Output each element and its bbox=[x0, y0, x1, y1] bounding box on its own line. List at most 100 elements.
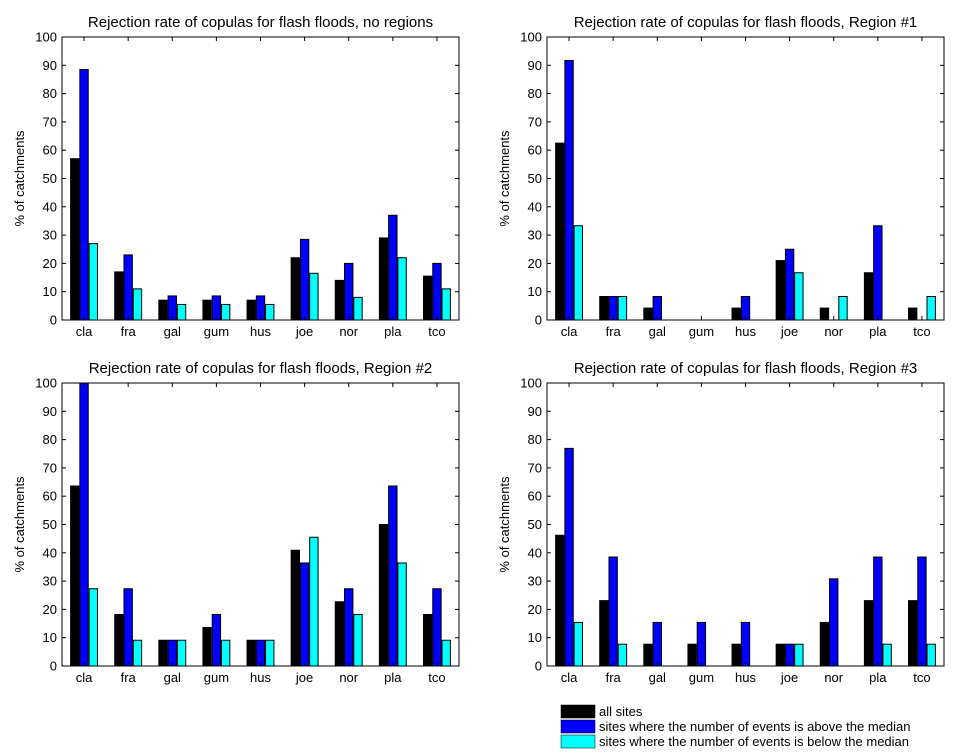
bar-joe-series-1 bbox=[290, 257, 301, 321]
bar-cla-series-1 bbox=[555, 142, 565, 321]
bar-pla-series-1 bbox=[378, 524, 389, 667]
bars bbox=[555, 447, 936, 667]
x-tick-label-cla: cla bbox=[76, 324, 93, 339]
y-tick-label-50: 50 bbox=[528, 517, 542, 532]
x-tick-label-hus: hus bbox=[250, 324, 271, 339]
bar-hus-series-2 bbox=[740, 621, 751, 667]
bar-pla-series-1 bbox=[863, 600, 874, 667]
bar-fra-series-1 bbox=[114, 271, 124, 321]
chart-panel-3: Rejection rate of copulas for flash floo… bbox=[12, 360, 460, 685]
bar-joe-series-1 bbox=[775, 643, 786, 667]
y-tick-label-0: 0 bbox=[535, 659, 542, 674]
chart-title: Rejection rate of copulas for flash floo… bbox=[574, 14, 918, 31]
bar-fra-series-1 bbox=[114, 613, 124, 667]
y-tick-label-90: 90 bbox=[43, 58, 57, 73]
x-tick-label-fra: fra bbox=[121, 670, 137, 685]
bar-cla-series-2 bbox=[79, 382, 89, 667]
bar-nor-series-1 bbox=[334, 279, 345, 321]
y-tick-label-0: 0 bbox=[50, 659, 57, 674]
y-tick-label-70: 70 bbox=[528, 114, 542, 129]
y-tick-label-60: 60 bbox=[528, 143, 542, 158]
bar-pla-series-2 bbox=[873, 556, 883, 667]
y-tick-label-90: 90 bbox=[43, 404, 57, 419]
bar-cla-series-2 bbox=[564, 447, 574, 667]
bars bbox=[70, 69, 451, 321]
bar-cla-series-2 bbox=[79, 69, 89, 321]
y-axis-label: % of catchments bbox=[497, 476, 512, 573]
bar-gum-series-1 bbox=[202, 299, 212, 321]
bar-joe-series-2 bbox=[299, 238, 310, 321]
chart-title: Rejection rate of copulas for flash floo… bbox=[574, 360, 918, 377]
y-tick-label-100: 100 bbox=[520, 30, 542, 45]
y-tick-label-50: 50 bbox=[43, 517, 57, 532]
y-tick-label-50: 50 bbox=[43, 171, 57, 186]
y-tick-label-0: 0 bbox=[535, 313, 542, 328]
bar-pla-series-3 bbox=[397, 257, 407, 321]
y-tick-label-80: 80 bbox=[43, 86, 57, 101]
x-tick-label-tco: tco bbox=[428, 670, 445, 685]
y-tick-label-0: 0 bbox=[50, 313, 57, 328]
bar-gum-series-2 bbox=[696, 621, 707, 667]
x-tick-label-gal: gal bbox=[649, 324, 666, 339]
legend-label-3: sites where the number of events is belo… bbox=[599, 734, 909, 749]
legend-swatch-2 bbox=[560, 719, 596, 734]
y-tick-label-60: 60 bbox=[528, 489, 542, 504]
y-tick-label-50: 50 bbox=[528, 171, 542, 186]
bar-pla-series-1 bbox=[378, 237, 389, 321]
y-tick-label-60: 60 bbox=[43, 143, 57, 158]
bar-fra-series-2 bbox=[608, 556, 618, 667]
bar-cla-series-3 bbox=[88, 588, 99, 667]
x-tick-label-nor: nor bbox=[824, 670, 843, 685]
y-tick-label-10: 10 bbox=[43, 630, 57, 645]
bar-joe-series-1 bbox=[775, 260, 786, 321]
plot-area-frame bbox=[546, 382, 945, 667]
bar-gal-series-1 bbox=[643, 307, 653, 321]
chart-title: Rejection rate of copulas for flash floo… bbox=[88, 14, 433, 31]
bar-gum-series-1 bbox=[202, 627, 212, 667]
x-tick-label-joe: joe bbox=[780, 670, 798, 685]
y-tick-label-30: 30 bbox=[43, 228, 57, 243]
y-tick-label-70: 70 bbox=[43, 114, 57, 129]
bar-pla-series-2 bbox=[873, 225, 883, 321]
bar-cla-series-3 bbox=[88, 243, 99, 321]
bar-nor-series-1 bbox=[819, 307, 830, 321]
bar-gum-series-2 bbox=[211, 613, 222, 667]
bar-tco-series-1 bbox=[907, 600, 918, 667]
bar-cla-series-1 bbox=[70, 485, 80, 667]
bar-nor-series-2 bbox=[344, 262, 354, 321]
legend-swatch-3 bbox=[560, 734, 596, 749]
plot-area-frame bbox=[61, 382, 460, 667]
x-tick-label-tco: tco bbox=[428, 324, 445, 339]
bar-fra-series-3 bbox=[132, 639, 143, 667]
y-tick-label-40: 40 bbox=[528, 199, 542, 214]
bar-nor-series-3 bbox=[838, 296, 848, 321]
y-tick-label-90: 90 bbox=[528, 404, 542, 419]
bar-cla-series-3 bbox=[573, 621, 584, 667]
bar-joe-series-3 bbox=[309, 536, 319, 667]
bars bbox=[70, 382, 451, 667]
bar-hus-series-3 bbox=[265, 639, 275, 667]
x-tick-label-hus: hus bbox=[250, 670, 271, 685]
bar-joe-series-2 bbox=[299, 562, 310, 667]
bar-tco-series-2 bbox=[432, 262, 442, 321]
bar-gum-series-3 bbox=[220, 639, 231, 667]
y-tick-label-70: 70 bbox=[528, 460, 542, 475]
y-tick-label-20: 20 bbox=[528, 256, 542, 271]
bar-pla-series-2 bbox=[388, 485, 398, 667]
y-axis-label: % of catchments bbox=[12, 476, 27, 573]
bar-gal-series-2 bbox=[652, 621, 662, 667]
y-tick-label-20: 20 bbox=[528, 602, 542, 617]
y-tick-label-30: 30 bbox=[43, 574, 57, 589]
x-tick-label-joe: joe bbox=[295, 324, 313, 339]
x-tick-label-hus: hus bbox=[735, 670, 756, 685]
bar-joe-series-2 bbox=[784, 248, 795, 321]
y-tick-label-30: 30 bbox=[528, 228, 542, 243]
y-axis-label: % of catchments bbox=[497, 130, 512, 227]
bar-gal-series-3 bbox=[176, 303, 187, 321]
bar-tco-series-3 bbox=[441, 639, 451, 667]
bar-gal-series-1 bbox=[158, 299, 168, 321]
x-tick-label-pla: pla bbox=[869, 324, 887, 339]
bar-gal-series-1 bbox=[158, 639, 168, 667]
y-tick-label-10: 10 bbox=[528, 630, 542, 645]
